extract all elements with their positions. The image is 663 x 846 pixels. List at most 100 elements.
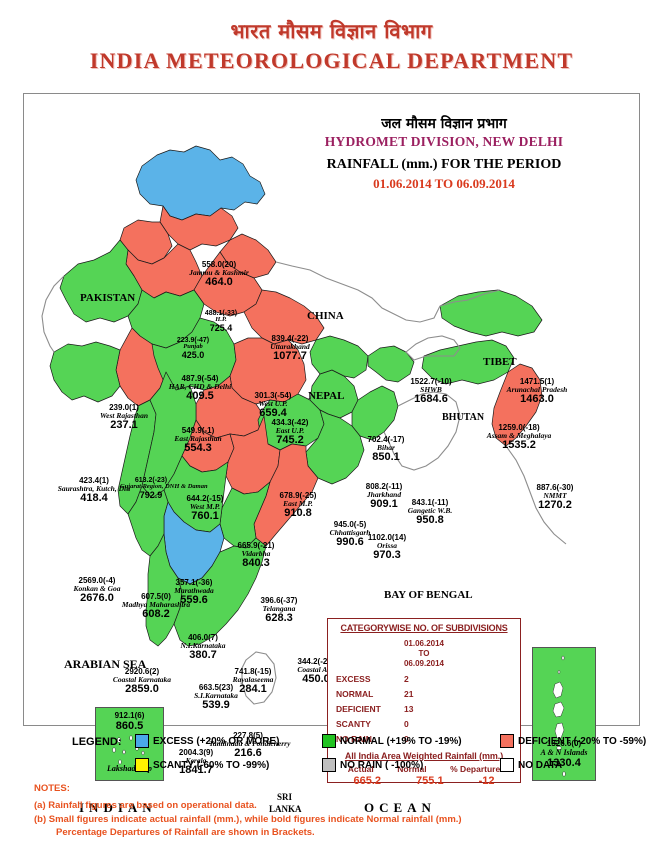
note-a: (a) Rainfall figures are based on operat… (34, 799, 257, 811)
subdivision-actual-rayalaseema: 284.1 (239, 682, 267, 695)
subdivision-kerala: 2004.3(9) Kerala 1841.7 (162, 748, 230, 776)
subdivision-name-saurashtra-kutch-diu: Saurashtra, Kutch, Diu (57, 484, 131, 494)
period-dates: 01.06.2014 TO 06.09.2014 (373, 176, 515, 191)
category-label: DEFICIENT (336, 704, 381, 714)
subdivision-jammu-kashmir: 558.0(20) Jammu & Kashmir 464.0 (181, 260, 257, 288)
subdivision-normal-west-madhya-pradesh: 644.2(-15) (186, 494, 224, 503)
category-value: 21 (404, 689, 414, 699)
division-title-hindi: जल मौसम विज्ञान प्रभाग (381, 116, 507, 132)
map-frame: जल मौसम विज्ञान प्रभाग HYDROMET DIVISION… (23, 93, 640, 815)
subdivision-normal-west-rajasthan: 239.0(1) (109, 403, 139, 412)
subdivision-west-madhya-pradesh: 644.2(-15) West M.P. 760.1 (171, 494, 239, 522)
subdivision-east-madhya-pradesh: 678.9(-25) East M.P. 910.8 (264, 491, 332, 519)
subdivision-actual-chhattisgarh: 990.6 (336, 535, 364, 548)
lakshadweep-normal: 912.1(6) (114, 711, 145, 720)
subdivision-name-sub-himalayan-wb-sikkim: SHWB (420, 385, 442, 395)
category-label: SCANTY (336, 719, 371, 729)
subdivision-actual-south-interior-karnataka: 539.9 (202, 698, 230, 711)
cat-period-from: 01.06.2014 (403, 639, 445, 648)
all-india-weighted-values: 665.2 755.1 -12 (328, 775, 520, 787)
subdivision-normal-punjab: 223.9(-47) (176, 337, 210, 344)
subdivision-actual-telangana: 628.3 (265, 611, 293, 624)
subdivision-normal-kerala: 2004.3(9) (178, 748, 214, 757)
subdivision-arunachal-pradesh: 1471.5(1) Arunachal Pradesh 1463.0 (494, 377, 580, 405)
subdivision-normal-nmmt: 887.6(-30) (536, 483, 574, 492)
subdivision-name-haryana-chandigarh-delhi: HAR, CHD & Delhi (168, 382, 232, 392)
subdivision-actual-bihar: 850.1 (372, 450, 400, 463)
subdivision-actual-east-uttar-pradesh: 745.2 (276, 433, 304, 446)
category-row-normal: NORMAL 21 (328, 689, 520, 699)
subdivision-normal-north-interior-karnataka: 406.0(7) (188, 633, 218, 642)
andaman-nicobar-inset (532, 647, 596, 781)
subdivision-name-madhya-maharashtra: Madhya Maharashtra (121, 600, 191, 610)
subdivision-normal-marathwada: 357.1(-36) (175, 578, 213, 587)
all-india-weighted-title: All India Area Weighted Rainfall (mm.) (344, 751, 504, 761)
subdivision-normal-south-interior-karnataka: 663.5(23) (198, 683, 234, 692)
header-title-english: INDIA METEOROLOGICAL DEPARTMENT (89, 48, 574, 73)
subdivision-name-tamilnadu-pondicherry: Tamilnadu & Pondicherry (209, 739, 291, 749)
subdivision-name-west-madhya-pradesh: West M.P. (189, 502, 221, 512)
subdivision-assam-meghalaya: 1259.0(-18) Assam & Meghalaya 1535.2 (476, 423, 562, 451)
subdivision-normal-coastal-andhra-pradesh: 344.2(-24) (297, 657, 335, 666)
aiw-value-2: -12 (478, 775, 495, 787)
subdivision-name-chhattisgarh: Chhattisgarh (329, 528, 371, 538)
rainfall-period-line: RAINFALL (mm.) FOR THE PERIOD (326, 157, 562, 172)
subdivision-normal-tamilnadu-pondicherry: 227.8(5) (233, 731, 263, 740)
aiw-header-1: Normal (397, 764, 427, 774)
subdivision-chhattisgarh: 945.0(-5) Chhattisgarh 990.6 (314, 520, 386, 548)
subdivision-actual-coastal-andhra-pradesh: 450.0 (302, 672, 330, 685)
subdivision-saurashtra-kutch-diu: 423.4(1) Saurashtra, Kutch, Diu 418.4 (56, 476, 132, 504)
subdivision-name-north-interior-karnataka: N.I.Karnataka (180, 641, 226, 651)
subdivision-actual-sub-himalayan-wb-sikkim: 1684.6 (414, 392, 448, 405)
andaman-label: A & N Islands (540, 748, 588, 757)
region-arunachal-pradesh (439, 289, 543, 337)
subdivision-telangana: 396.6(-37) Telangana 628.3 (245, 596, 313, 624)
subdivision-normal-jammu-kashmir: 558.0(20) (201, 260, 237, 269)
categorywise-title: CATEGORYWISE NO. OF SUBDIVISIONS (340, 623, 508, 633)
subdivision-actual-arunachal-pradesh: 1463.0 (520, 392, 554, 405)
legend-text-no-rain: NO RAIN ( -100%) (340, 759, 424, 771)
categorywise-period: 01.06.2014 TO 06.09.2014 (328, 639, 520, 669)
subdivision-normal-haryana-chandigarh-delhi: 487.9(-54) (181, 374, 219, 383)
border-nepal-china (275, 261, 441, 323)
subdivision-punjab: 223.9(-47) Punjab 425.0 (163, 337, 223, 360)
legend-label: LEGEND: (72, 736, 122, 748)
legend-item-no-data: NO DATA (500, 758, 562, 772)
andaman-values: 1326.6(0) A & N Islands 1330.4 (532, 739, 596, 769)
category-row-deficient: DEFICIENT 13 (328, 704, 520, 714)
geo-label-bay-of-bengal: BAY OF BENGAL (384, 589, 473, 601)
page-header: भारत मौसम विज्ञान विभाग INDIA METEOROLOG… (0, 0, 663, 74)
cat-period-to: 06.09.2014 (403, 659, 445, 668)
subdivision-gujarat-region: 613.2(-23) Gujarat Region, DNH & Daman 792… (120, 477, 208, 500)
subdivision-normal-uttarakhand: 839.4(-22) (271, 334, 309, 343)
subdivision-name-punjab: Punjab (183, 343, 203, 351)
legend-item-scanty: SCANTY (-60% TO -99%) (135, 758, 269, 772)
subdivision-coastal-karnataka: 2920.6(2) Coastal Karnataka 2859.0 (106, 667, 178, 695)
legend-swatch-deficient (500, 734, 514, 748)
subdivision-name-marathwada: Marathwada (174, 586, 214, 596)
legend-text-scanty: SCANTY (-60% TO -99%) (153, 759, 270, 771)
subdivision-normal-gujarat-region: 613.2(-23) (134, 477, 168, 484)
subdivision-konkan-goa: 2569.0(-4) Konkan & Goa 2676.0 (54, 576, 140, 604)
subdivision-normal-coastal-karnataka: 2920.6(2) (124, 667, 160, 676)
subdivision-normal-saurashtra-kutch-diu: 423.4(1) (79, 476, 109, 485)
geo-label-nepal: NEPAL (308, 390, 345, 402)
subdivision-normal-bihar: 702.4(-17) (367, 435, 405, 444)
subdivision-east-rajasthan: 549.9(-1) East Rajasthan 554.3 (157, 426, 239, 454)
note-b-continued: Percentage Departures of Rainfall are sh… (56, 827, 315, 839)
subdivision-actual-punjab: 425.0 (181, 349, 205, 360)
geo-label-sri-lanka-1: SRI (277, 792, 293, 802)
aiw-header-2: % Departure (450, 764, 501, 774)
legend-item-no-rain: NO RAIN ( -100%) (322, 758, 423, 772)
aiw-value-0: 665.2 (353, 775, 382, 787)
region-saurashtra-kutch-diu (49, 341, 121, 403)
legend-item-normal: NORMAL (+19% TO -19%) (322, 734, 462, 748)
category-row-no-rain: NO RAIN 0 (328, 734, 520, 744)
border-pakistan-west (41, 275, 65, 353)
subdivision-north-interior-karnataka: 406.0(7) N.I.Karnataka 380.7 (167, 633, 239, 661)
geo-label-tibet: TIBET (483, 356, 517, 368)
category-value: 13 (404, 704, 414, 714)
subdivision-nmmt: 887.6(-30) NMMT 1270.2 (519, 483, 591, 511)
subdivision-name-east-uttar-pradesh: East U.P. (275, 426, 305, 436)
subdivision-gangetic-west-bengal: 843.1(-11) Gangetic W.B. 950.8 (392, 498, 468, 526)
